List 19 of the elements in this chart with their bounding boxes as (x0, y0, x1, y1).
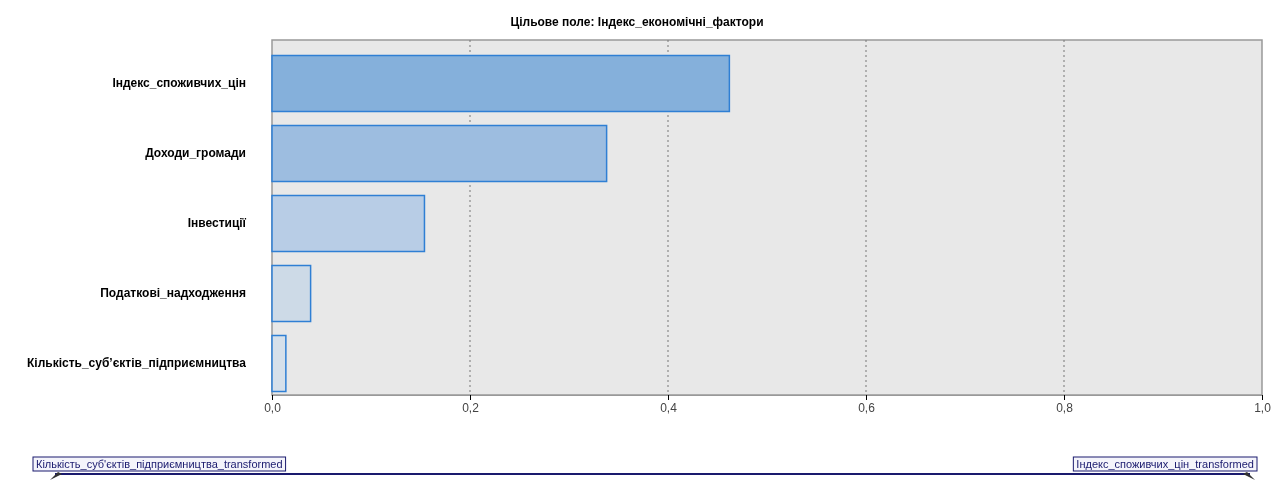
text: Кількість_суб'єктів_підприємництва_transformed (36, 458, 283, 470)
bar (271, 334, 287, 393)
y-tick-label: Податкові_надходження (100, 286, 246, 301)
bar (271, 264, 312, 323)
bar (271, 54, 731, 113)
x-tick-label: 0,2 (462, 400, 480, 415)
x-tick-label: 0,8 (1056, 400, 1074, 415)
y-tick-label: Інвестиції (187, 216, 247, 231)
text: Індекс_споживчих_цін_transformed (1076, 458, 1254, 470)
x-tick-label: 1,0 (1254, 400, 1272, 415)
x-tick-label: 0,6 (858, 400, 876, 415)
bar (271, 124, 608, 183)
bar (271, 194, 426, 253)
chart-title: Цільове поле: Індекс_економічні_фактори (510, 15, 764, 29)
x-tick-label: 0,4 (660, 400, 678, 415)
y-tick-label: Кількість_суб’єктів_підприємництва (26, 356, 247, 371)
y-tick-label: Доходи_громади (145, 146, 246, 161)
y-tick-label: Індекс_споживчих_цін (112, 76, 246, 91)
x-tick-label: 0,0 (264, 400, 282, 415)
